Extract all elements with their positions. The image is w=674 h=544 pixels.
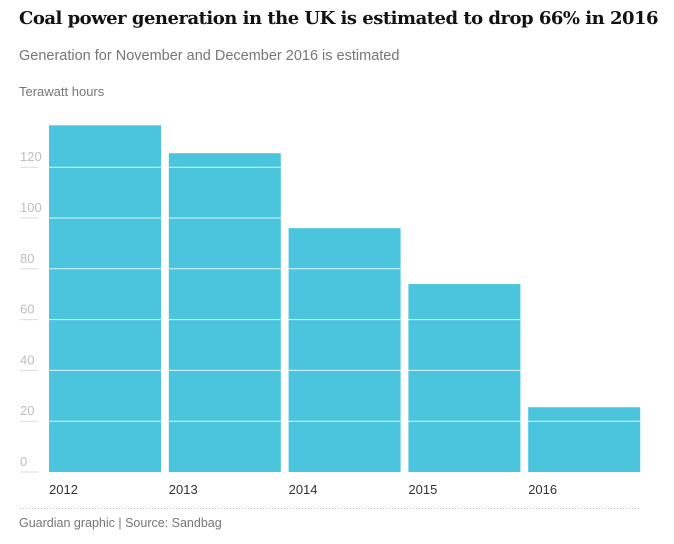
x-tick-label: 2016 xyxy=(528,482,557,497)
bar-2014 xyxy=(288,228,401,472)
x-tick-label: 2015 xyxy=(408,482,437,497)
bar-2012 xyxy=(49,125,161,472)
chart-subtitle: Generation for November and December 201… xyxy=(19,48,400,64)
bar-2013 xyxy=(168,153,281,473)
x-tick-label: 2014 xyxy=(289,482,318,497)
y-tick-label: 40 xyxy=(20,352,34,367)
source-note: Guardian graphic | Source: Sandbag xyxy=(19,516,222,530)
bar-2016 xyxy=(528,407,641,472)
x-tick-label: 2013 xyxy=(169,482,198,497)
y-tick-label: 20 xyxy=(20,403,34,418)
chart-title: Coal power generation in the UK is estim… xyxy=(19,8,659,29)
x-tick-label: 2012 xyxy=(49,482,78,497)
y-tick-label: 0 xyxy=(20,454,27,469)
y-axis-label: Terawatt hours xyxy=(19,84,105,99)
y-tick-label: 80 xyxy=(20,251,34,266)
y-tick-label: 60 xyxy=(20,302,34,317)
bar-2015 xyxy=(408,284,521,472)
y-tick-label: 100 xyxy=(20,200,42,215)
y-tick-label: 120 xyxy=(20,149,42,164)
